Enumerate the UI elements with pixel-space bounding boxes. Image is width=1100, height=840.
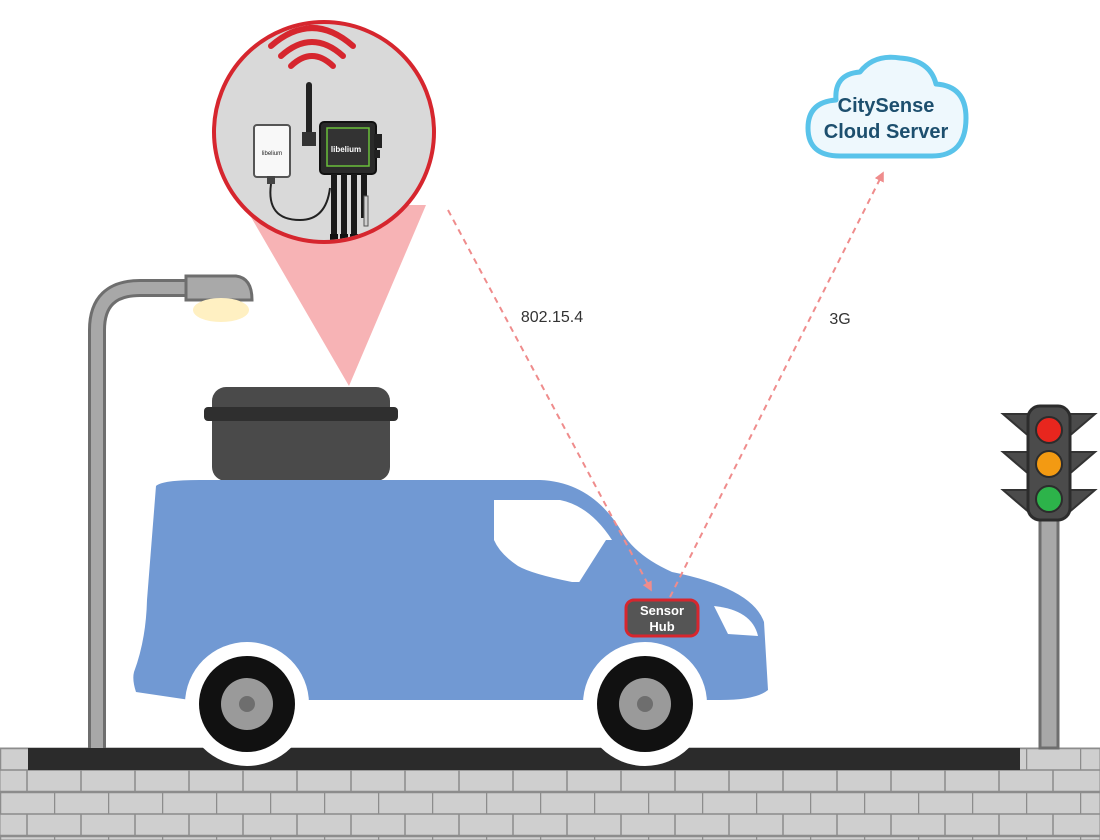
cloud-label-line2: Cloud Server [824, 121, 949, 143]
van-window [494, 500, 616, 582]
cloud-icon: CitySense Cloud Server [805, 54, 969, 159]
pavement [0, 747, 1100, 840]
sensor-hub-line2: Hub [649, 619, 674, 634]
zoom-cone [244, 205, 426, 386]
rear-wheel [185, 642, 309, 766]
road-asphalt [28, 748, 1020, 770]
cellular-link-arrow [669, 171, 884, 598]
zoom-callout: libelium libelium [212, 20, 436, 244]
sensor-box-icon [204, 387, 398, 481]
radio-link-label: 802.15.4 [521, 309, 583, 326]
van-icon [133, 480, 769, 766]
green-signal [1035, 485, 1063, 513]
van-headlight [714, 606, 758, 636]
lamp-light [193, 298, 249, 322]
cloud-label-line1: CitySense [838, 95, 935, 117]
van-mirror [578, 540, 616, 584]
panel-brand: libelium [262, 151, 282, 157]
front-wheel [583, 642, 707, 766]
sensor-hub-line1: Sensor [640, 603, 684, 618]
radio-link-arrow [447, 209, 652, 592]
sensor-hub-badge: Sensor Hub [624, 598, 700, 638]
red-signal [1035, 416, 1063, 444]
cellular-link-label: 3G [829, 311, 850, 328]
van-body [133, 480, 769, 700]
traffic-light-icon [1000, 404, 1098, 750]
sensor-node: libelium [319, 121, 382, 240]
antenna-panel: libelium [253, 124, 331, 222]
wifi-icon [268, 25, 356, 69]
street-lamp-icon [88, 274, 254, 748]
amber-signal [1035, 450, 1063, 478]
node-brand: libelium [331, 145, 361, 154]
